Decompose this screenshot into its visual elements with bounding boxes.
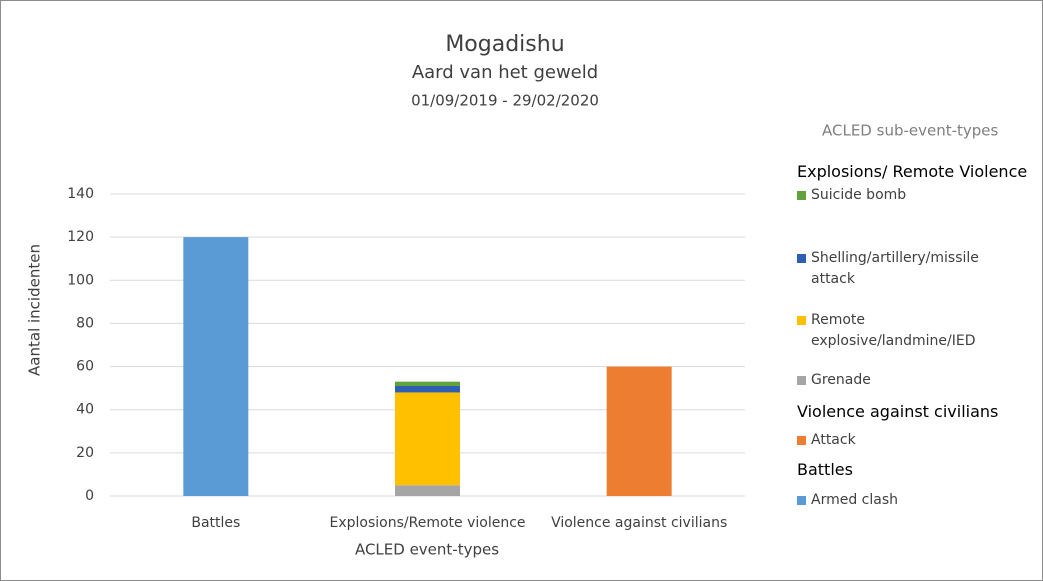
y-tick-label: 100 bbox=[67, 272, 94, 288]
legend-label: Suicide bomb bbox=[811, 187, 907, 203]
legend-swatch bbox=[797, 496, 806, 505]
legend-item: Shelling/artillery/missile attack bbox=[797, 248, 1027, 290]
bar-segment bbox=[395, 385, 460, 393]
legend-label: Grenade bbox=[811, 372, 871, 388]
legend-label: Remote explosive/landmine/IED bbox=[811, 312, 976, 349]
legend-item: Grenade bbox=[797, 370, 1027, 412]
legend-item: Armed clash bbox=[797, 490, 1027, 532]
x-axis-title: ACLED event-types bbox=[355, 541, 499, 559]
legend-swatch bbox=[797, 376, 806, 385]
bar-segment bbox=[395, 485, 460, 496]
chart-title: Mogadishu bbox=[445, 32, 564, 57]
bar-segment bbox=[395, 381, 460, 386]
y-tick-label: 40 bbox=[76, 402, 94, 418]
y-tick-label: 20 bbox=[76, 445, 94, 461]
legend-swatch bbox=[797, 191, 806, 200]
legend-item: Suicide bomb bbox=[797, 185, 1027, 227]
y-tick-label: 0 bbox=[85, 488, 94, 504]
y-tick-label: 80 bbox=[76, 315, 94, 331]
legend-swatch bbox=[797, 436, 806, 445]
y-tick-label: 140 bbox=[67, 186, 94, 202]
legend-group-title: Explosions/ Remote Violence bbox=[797, 162, 1028, 181]
bar-segment bbox=[606, 366, 672, 496]
legend-label: Armed clash bbox=[811, 492, 899, 508]
y-tick-label: 60 bbox=[76, 359, 94, 375]
legend-title: ACLED sub-event-types bbox=[822, 122, 999, 140]
bar-segment bbox=[395, 392, 460, 486]
legend-group-title: Violence against civilians bbox=[797, 402, 999, 421]
legend-item: Remote explosive/landmine/IED bbox=[797, 310, 1027, 352]
legend-swatch bbox=[797, 254, 806, 263]
legend-group-title: Battles bbox=[797, 460, 853, 479]
legend-label: Shelling/artillery/missile attack bbox=[811, 250, 979, 287]
y-tick-label: 120 bbox=[67, 229, 94, 245]
y-axis-title: Aantal incidenten bbox=[26, 244, 44, 376]
date-range: 01/09/2019 - 29/02/2020 bbox=[411, 92, 599, 110]
x-tick-label: Violence against civilians bbox=[551, 515, 727, 531]
bar-segment bbox=[183, 237, 249, 496]
legend-item: Attack bbox=[797, 430, 1027, 472]
x-tick-label: Explosions/Remote violence bbox=[330, 515, 526, 531]
x-tick-label: Battles bbox=[191, 515, 240, 531]
legend-swatch bbox=[797, 316, 806, 325]
chart-subtitle: Aard van het geweld bbox=[412, 62, 598, 83]
legend-label: Attack bbox=[811, 432, 856, 448]
